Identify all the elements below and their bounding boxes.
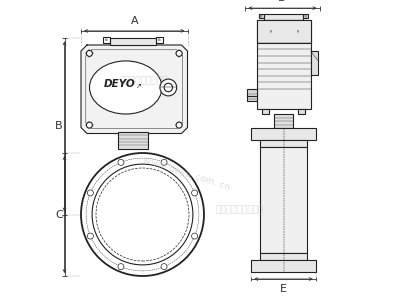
- Circle shape: [87, 122, 92, 128]
- Circle shape: [81, 153, 204, 276]
- Circle shape: [176, 50, 182, 56]
- Bar: [257, 20, 310, 43]
- Bar: [247, 94, 257, 101]
- Bar: [303, 14, 308, 18]
- Circle shape: [118, 159, 124, 165]
- Bar: [259, 14, 264, 18]
- Text: www. deyo. com. cn: www. deyo. com. cn: [142, 156, 231, 192]
- Bar: [156, 37, 163, 43]
- Circle shape: [164, 83, 173, 92]
- Text: B: B: [55, 122, 63, 131]
- Text: D: D: [278, 0, 287, 3]
- Text: 苏州德接阀有限公司: 苏州德接阀有限公司: [120, 76, 168, 85]
- Polygon shape: [81, 45, 187, 134]
- Bar: [118, 132, 148, 148]
- Circle shape: [87, 190, 93, 196]
- Circle shape: [160, 79, 177, 96]
- Circle shape: [87, 50, 92, 56]
- Circle shape: [118, 264, 124, 270]
- Bar: [110, 38, 156, 45]
- Text: ↗: ↗: [136, 83, 142, 89]
- Circle shape: [161, 159, 167, 165]
- Bar: [260, 140, 307, 147]
- Bar: [260, 253, 307, 260]
- Text: A: A: [131, 16, 138, 26]
- Bar: [251, 260, 316, 272]
- Ellipse shape: [89, 61, 162, 114]
- Circle shape: [161, 264, 167, 270]
- Text: C: C: [55, 209, 63, 220]
- Bar: [262, 109, 269, 114]
- Bar: [260, 147, 307, 253]
- Circle shape: [192, 233, 197, 239]
- Bar: [310, 51, 318, 75]
- Bar: [274, 114, 293, 128]
- Bar: [103, 37, 110, 43]
- Bar: [257, 20, 310, 109]
- Bar: [251, 128, 316, 140]
- Text: DEYO: DEYO: [104, 80, 136, 89]
- Circle shape: [87, 233, 93, 239]
- Bar: [247, 89, 257, 96]
- Circle shape: [192, 190, 197, 196]
- Bar: [298, 109, 305, 114]
- Text: E: E: [280, 284, 287, 294]
- Text: 苏州德接阀有限公司: 苏州德接阀有限公司: [216, 206, 264, 214]
- Circle shape: [176, 122, 182, 128]
- Bar: [264, 14, 303, 20]
